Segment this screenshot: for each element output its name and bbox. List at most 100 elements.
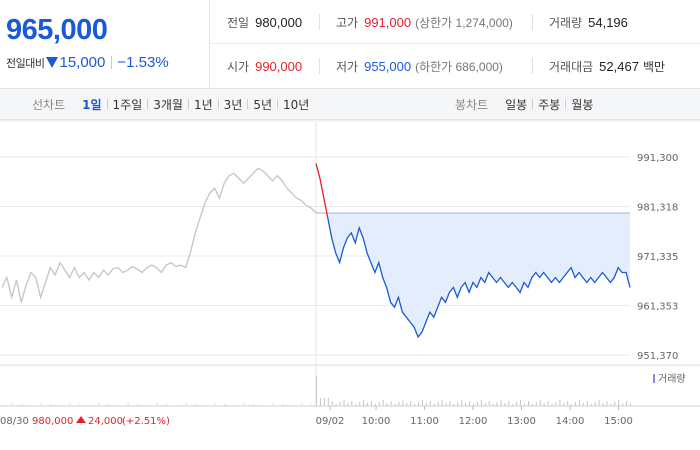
y-tick-label: 991,300 (637, 153, 678, 164)
stat-unit: 백만 (642, 59, 666, 74)
volume-bar (551, 404, 553, 406)
prev-date: 08/30 (0, 416, 29, 427)
volume-bar (461, 400, 463, 406)
volume-bar (504, 403, 506, 406)
volume-bar (374, 404, 376, 406)
up-arrow-icon (76, 416, 86, 423)
volume-bar (98, 403, 100, 406)
period-5y[interactable]: 5년 (253, 97, 273, 112)
volume-bar (512, 404, 514, 406)
previous-session-series (1, 167, 317, 303)
volume-bar (441, 400, 443, 406)
volume-bar (555, 402, 557, 406)
candle-weekly[interactable]: 주봉 (538, 97, 561, 112)
volume-bar (429, 401, 431, 406)
volume-bar (473, 404, 474, 406)
price-fill (316, 213, 630, 337)
price-change: 전일대비 15,000 −1.53% (6, 54, 169, 71)
volume-bar (516, 402, 518, 406)
divider (532, 58, 533, 74)
stat-label: 거래대금 (549, 59, 594, 74)
stats-row-1: 전일 980,000 고가 991,000 (상한가 1,274,000) 거래… (210, 0, 700, 44)
stat-high: 고가 991,000 (상한가 1,274,000) (336, 0, 513, 44)
volume-bar (339, 402, 341, 406)
volume-bar (327, 398, 329, 406)
volume-bar (508, 401, 510, 406)
volume-bar (390, 401, 392, 406)
volume-bar (535, 402, 537, 406)
stat-limit: (하한가 686,000) (415, 59, 503, 74)
candle-daily[interactable]: 일봉 (505, 97, 528, 112)
y-tick-label: 951,370 (637, 351, 678, 362)
stats-grid: 전일 980,000 고가 991,000 (상한가 1,274,000) 거래… (210, 0, 700, 88)
volume-bar (378, 402, 380, 406)
volume-bar (331, 401, 333, 406)
volume-bar (547, 401, 549, 406)
volume-bar (355, 404, 357, 406)
volume-bar (476, 402, 478, 406)
stat-value: 980,000 (255, 14, 303, 30)
volume-bar (359, 402, 361, 406)
volume-bar (492, 404, 494, 406)
period-1d[interactable]: 1일 (82, 97, 102, 112)
prev-change: 24,000 (88, 416, 123, 427)
divider (111, 56, 113, 69)
volume-bar (520, 400, 522, 406)
volume-bar (108, 404, 110, 406)
volume-bar (185, 403, 187, 406)
current-session-down-series (327, 217, 631, 339)
stat-value: 955,000 (364, 58, 412, 74)
volume-bar (626, 401, 628, 406)
stats-row-2: 시가 990,000 저가 955,000 (하한가 686,000) 거래대금… (210, 44, 700, 88)
x-tick-label: 11:00 (410, 416, 439, 427)
volume-bar (543, 403, 545, 406)
volume-bar (363, 400, 365, 406)
volume-bar (433, 404, 435, 406)
divider (187, 99, 189, 109)
stat-value: 54,196 (588, 14, 628, 30)
volume-bar (394, 404, 396, 406)
volume-bar (323, 398, 325, 406)
price-fill-area (316, 213, 630, 337)
volume-bar (437, 402, 439, 406)
volume-bar (410, 401, 412, 406)
divider (532, 99, 534, 109)
x-tick-label: 15:00 (604, 416, 633, 427)
period-3y[interactable]: 3년 (223, 97, 243, 112)
prev-change-percent: (+2.51%) (122, 416, 170, 427)
stat-trade-value: 거래대금 52,467 백만 (549, 44, 665, 88)
x-tick-label: 12:00 (459, 416, 488, 427)
stat-value: 990,000 (255, 58, 303, 74)
period-10y[interactable]: 10년 (283, 97, 310, 112)
volume-bar (488, 401, 490, 406)
volume-bar (166, 404, 168, 406)
volume-bar (531, 404, 533, 406)
volume-bar (602, 403, 604, 406)
period-1w[interactable]: 1주일 (112, 97, 143, 112)
volume-bar (453, 404, 455, 406)
candle-chart-periods: 봉차트 일봉 주봉 월봉 (455, 89, 598, 119)
divider (147, 99, 149, 109)
chart-toolbar: 선차트 1일 1주일 3개월 1년 3년 5년 10년 봉차트 일봉 주봉 월봉 (0, 88, 700, 120)
x-tick-label: 14:00 (556, 416, 585, 427)
volume-bar (469, 401, 471, 406)
x-tick-label: 09/02 (316, 416, 345, 427)
volume-bar (343, 400, 345, 406)
volume-bar (571, 404, 573, 406)
stat-prev-close: 전일 980,000 (227, 0, 302, 44)
volume-bar (622, 403, 624, 406)
volume-bar (594, 402, 596, 406)
candle-monthly[interactable]: 월봉 (571, 97, 594, 112)
volume-bar (272, 403, 274, 406)
volume-bar (79, 404, 81, 406)
current-session-up-series (315, 163, 329, 219)
volume-bars (2, 376, 631, 406)
volume-bar (214, 403, 216, 406)
period-3m[interactable]: 3개월 (153, 97, 183, 112)
period-1y[interactable]: 1년 (193, 97, 213, 112)
volume-bar (575, 402, 576, 406)
volume-legend-swatch (653, 374, 655, 383)
stat-open: 시가 990,000 (227, 44, 302, 88)
volume-bar (382, 400, 384, 406)
